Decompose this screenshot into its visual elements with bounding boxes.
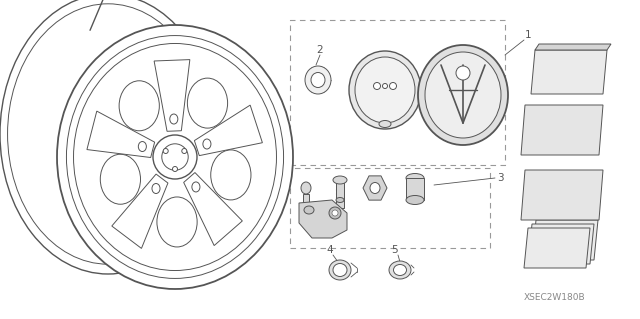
Ellipse shape bbox=[349, 51, 421, 129]
Ellipse shape bbox=[100, 154, 141, 204]
Polygon shape bbox=[524, 228, 590, 268]
Bar bbox=[303, 194, 309, 206]
Ellipse shape bbox=[311, 72, 325, 87]
Text: 4: 4 bbox=[326, 245, 333, 255]
Polygon shape bbox=[531, 50, 607, 94]
Polygon shape bbox=[532, 220, 598, 260]
Circle shape bbox=[374, 83, 381, 90]
Ellipse shape bbox=[406, 196, 424, 204]
Ellipse shape bbox=[333, 263, 347, 277]
Text: 1: 1 bbox=[525, 30, 531, 40]
Polygon shape bbox=[184, 173, 243, 246]
Ellipse shape bbox=[211, 150, 251, 200]
Ellipse shape bbox=[406, 174, 424, 182]
Polygon shape bbox=[535, 44, 611, 50]
Ellipse shape bbox=[170, 114, 178, 124]
Bar bbox=[336, 180, 344, 208]
Ellipse shape bbox=[157, 197, 197, 247]
Ellipse shape bbox=[301, 182, 311, 194]
Ellipse shape bbox=[336, 197, 344, 203]
Polygon shape bbox=[112, 174, 168, 249]
Bar bbox=[290, 168, 490, 248]
Circle shape bbox=[182, 149, 187, 153]
Polygon shape bbox=[521, 105, 603, 155]
Polygon shape bbox=[528, 224, 594, 264]
Ellipse shape bbox=[57, 25, 293, 289]
Circle shape bbox=[173, 167, 177, 172]
Ellipse shape bbox=[425, 52, 501, 138]
Ellipse shape bbox=[379, 121, 391, 128]
Ellipse shape bbox=[305, 66, 331, 94]
Text: XSEC2W180B: XSEC2W180B bbox=[524, 293, 586, 301]
Ellipse shape bbox=[304, 206, 314, 214]
Polygon shape bbox=[521, 170, 603, 220]
Ellipse shape bbox=[329, 260, 351, 280]
Ellipse shape bbox=[394, 264, 406, 276]
Ellipse shape bbox=[152, 183, 160, 194]
Ellipse shape bbox=[119, 81, 159, 131]
Ellipse shape bbox=[418, 45, 508, 145]
Circle shape bbox=[163, 149, 168, 153]
Ellipse shape bbox=[138, 142, 147, 152]
Circle shape bbox=[332, 210, 338, 216]
Ellipse shape bbox=[389, 261, 411, 279]
Bar bbox=[406, 178, 424, 200]
Circle shape bbox=[162, 144, 188, 170]
Ellipse shape bbox=[370, 182, 380, 194]
Text: 5: 5 bbox=[392, 245, 398, 255]
Circle shape bbox=[383, 84, 387, 88]
Ellipse shape bbox=[333, 176, 347, 184]
Circle shape bbox=[390, 83, 397, 90]
Polygon shape bbox=[299, 200, 347, 238]
Polygon shape bbox=[87, 111, 155, 158]
Text: 3: 3 bbox=[497, 173, 503, 183]
Polygon shape bbox=[363, 176, 387, 200]
Ellipse shape bbox=[203, 139, 211, 149]
Circle shape bbox=[456, 66, 470, 80]
Polygon shape bbox=[195, 105, 262, 156]
Bar bbox=[290, 20, 505, 165]
Ellipse shape bbox=[192, 182, 200, 192]
Circle shape bbox=[329, 207, 341, 219]
Text: 2: 2 bbox=[317, 45, 323, 55]
Ellipse shape bbox=[355, 57, 415, 123]
Polygon shape bbox=[154, 60, 190, 131]
Circle shape bbox=[153, 135, 197, 179]
Ellipse shape bbox=[188, 78, 228, 128]
